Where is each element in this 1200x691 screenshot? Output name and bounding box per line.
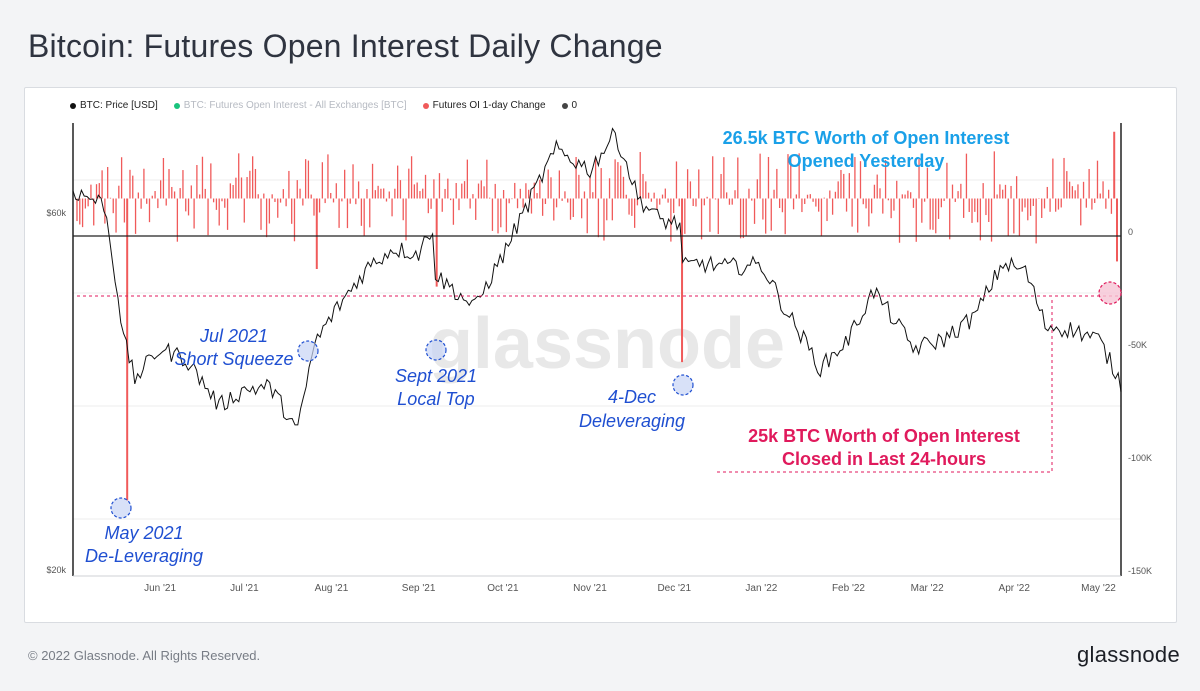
glassnode-logo[interactable]: glassnode <box>1077 642 1180 667</box>
legend-item-oi-change[interactable]: Futures OI 1-day Change <box>422 100 546 111</box>
legend-label-price: BTC: Price [USD] <box>80 100 158 111</box>
footer-copyright: © 2022 Glassnode. All Rights Reserved. <box>28 648 261 663</box>
legend-dot-zero <box>561 102 568 109</box>
legend-item-price[interactable]: BTC: Price [USD] <box>70 100 158 111</box>
legend-item-zero[interactable]: 0 <box>561 100 578 111</box>
legend-dot-price <box>70 102 76 109</box>
legend-dot-oi-change <box>422 102 429 109</box>
legend-label-open-interest: BTC: Futures Open Interest - All Exchang… <box>183 100 407 111</box>
chart-legend: BTC: Price [USD] BTC: Futures Open Inter… <box>70 100 577 111</box>
chart-card <box>24 87 1177 623</box>
page-title: Bitcoin: Futures Open Interest Daily Cha… <box>28 28 663 64</box>
legend-item-open-interest[interactable]: BTC: Futures Open Interest - All Exchang… <box>173 100 407 111</box>
legend-label-oi-change: Futures OI 1-day Change <box>432 100 546 111</box>
legend-dot-open-interest <box>173 102 180 109</box>
legend-label-zero: 0 <box>571 100 578 111</box>
